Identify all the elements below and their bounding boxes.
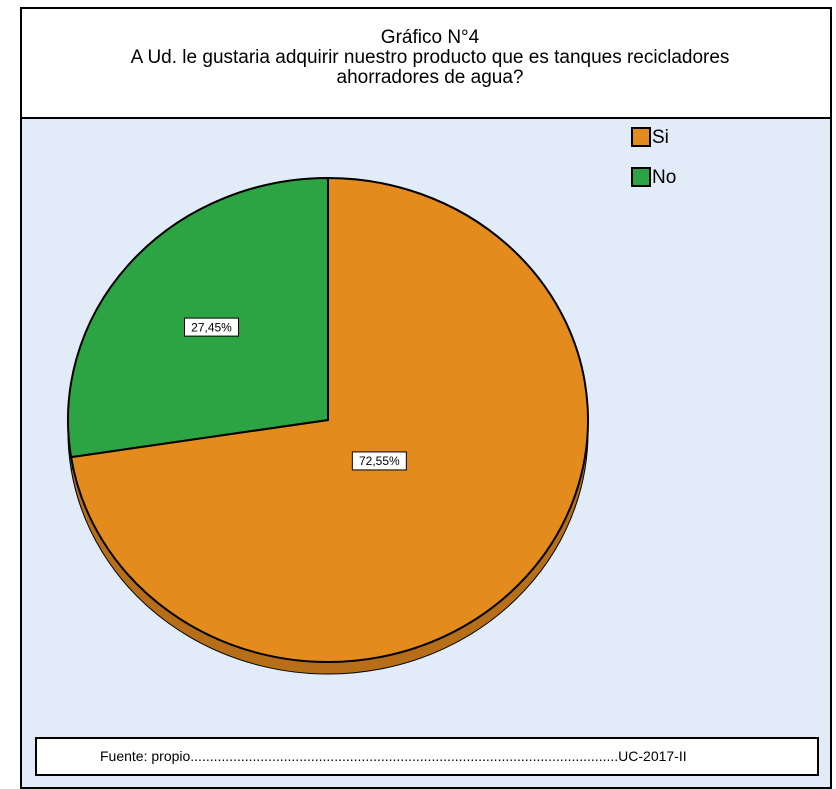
slice [69,176,589,663]
legend-label: No [652,167,676,188]
chart-subtitle: A Ud. le gustaria adquirir nuestro produ… [130,47,730,88]
footer-box [35,737,819,776]
slice [67,176,329,459]
chart-title: Gráfico N°4 [380,27,480,48]
pie: 72,55% 27,45% [67,176,589,675]
data-label-box [351,451,407,471]
data-label: 72,55% [359,454,400,468]
legend-swatch [631,127,651,147]
data-label: 27,45% [191,320,232,334]
header: Gráfico N°4 A Ud. le gustaria adquirir n… [90,28,770,88]
legend-swatch [631,167,651,187]
legend-label: Si [652,127,669,148]
legend: Si No [631,127,676,188]
footer: Fuente: propio..........................… [100,748,687,764]
data-label-box [184,317,240,337]
